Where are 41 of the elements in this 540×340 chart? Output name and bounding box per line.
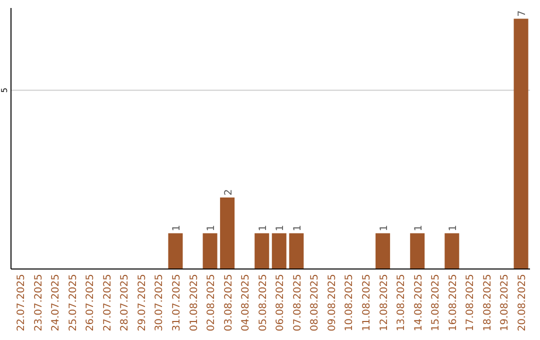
x-tick-label: 13.08.2025: [396, 274, 408, 332]
data-label: 1: [292, 224, 304, 232]
x-tick-label: 19.08.2025: [500, 274, 511, 332]
x-tick-label: 05.08.2025: [258, 274, 269, 332]
x-tick-label: 24.07.2025: [50, 274, 62, 332]
x-tick-label: 31.07.2025: [171, 274, 182, 332]
data-label: 1: [413, 224, 424, 232]
y-tick-label: 5: [0, 88, 9, 93]
data-label: 1: [275, 224, 286, 232]
x-tick-label: 06.08.2025: [275, 274, 286, 332]
x-tick-label: 10.08.2025: [344, 274, 356, 332]
x-tick-label: 20.08.2025: [517, 274, 528, 332]
data-label: 1: [171, 224, 182, 232]
data-label: 7: [517, 10, 528, 17]
data-label: 1: [378, 224, 390, 232]
x-tick-label: 09.08.2025: [326, 274, 338, 332]
x-tick-label: 07.08.2025: [292, 274, 304, 332]
x-tick-label: 03.08.2025: [223, 274, 234, 332]
x-tick-label: 23.07.2025: [33, 274, 44, 332]
data-label: 2: [223, 189, 234, 196]
data-label: 1: [206, 224, 218, 232]
x-tick-label: 18.08.2025: [482, 274, 494, 332]
x-tick-label: 16.08.2025: [448, 274, 459, 332]
x-tick-label: 11.08.2025: [362, 274, 373, 332]
x-tick-label: 15.08.2025: [430, 274, 442, 332]
x-tick-label: 02.08.2025: [206, 274, 218, 332]
x-tick-label: 22.07.2025: [16, 274, 27, 332]
x-tick-label: 28.07.2025: [120, 274, 131, 332]
data-label: 1: [258, 224, 269, 232]
x-tick-label: 12.08.2025: [378, 274, 390, 332]
x-tick-label: 26.07.2025: [85, 274, 96, 332]
data-label: 1: [448, 224, 459, 232]
x-tick-label: 29.07.2025: [136, 274, 148, 332]
x-tick-label: 04.08.2025: [240, 274, 252, 332]
x-tick-label: 30.07.2025: [154, 274, 166, 332]
x-tick-label: 01.08.2025: [188, 274, 200, 332]
x-tick-label: 25.07.2025: [68, 274, 79, 332]
x-tick-label: 08.08.2025: [310, 274, 321, 332]
x-tick-label: 17.08.2025: [465, 274, 476, 332]
x-tick-label: 14.08.2025: [413, 274, 424, 332]
x-tick-label: 27.07.2025: [102, 274, 114, 332]
